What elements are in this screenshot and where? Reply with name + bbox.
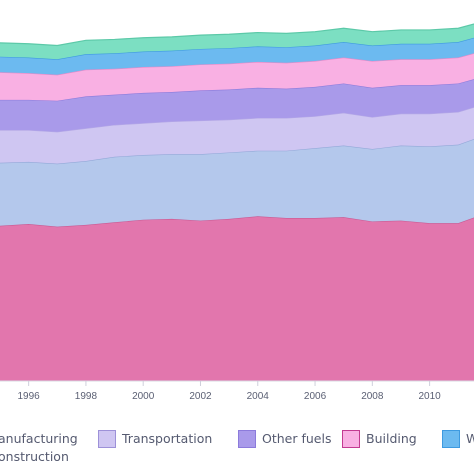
legend-item-manufacturing: anufacturing onstruction (0, 426, 78, 466)
legend-swatch-other-fuels (238, 430, 256, 448)
legend-item-building: Building (342, 426, 417, 448)
x-tick-label-2010: 2010 (418, 391, 441, 402)
area-series (0, 23, 474, 382)
area-series-6 (0, 23, 474, 60)
area-series-0 (0, 216, 474, 381)
legend-label-w: W (466, 431, 474, 446)
area-series-5 (0, 37, 474, 75)
legend-swatch-w (442, 430, 460, 448)
legend-label-building: Building (366, 431, 417, 446)
area-series-1 (0, 138, 474, 227)
area-series-2 (0, 107, 474, 164)
legend-item-other-fuels: Other fuels (238, 426, 331, 448)
area-series-3 (0, 79, 474, 132)
x-tick-label-2004: 2004 (247, 391, 270, 402)
x-tick-label-1998: 1998 (75, 391, 98, 402)
legend-label-manufacturing-2: onstruction (0, 449, 69, 464)
x-axis-ticks: 1996 1998 2000 2002 2004 2006 2008 2010 (18, 381, 441, 402)
x-tick-label-1996: 1996 (18, 391, 41, 402)
legend-item-transportation: Transportation (98, 426, 212, 448)
area-edge-6 (0, 23, 474, 47)
legend-swatch-building (342, 430, 360, 448)
stacked-area-chart: 1996 1998 2000 2002 2004 2006 2008 2010 (0, 23, 474, 402)
x-tick-label-2006: 2006 (304, 391, 327, 402)
legend-label-other-fuels: Other fuels (262, 431, 332, 446)
legend-label-manufacturing-1: anufacturing (0, 431, 78, 446)
legend: anufacturing onstruction Transportation … (0, 420, 474, 474)
x-tick-label-2002: 2002 (189, 391, 212, 402)
area-series-4 (0, 53, 474, 101)
x-tick-label-2000: 2000 (132, 391, 155, 402)
legend-item-w: W (442, 426, 474, 448)
legend-label-transportation: Transportation (122, 431, 213, 446)
legend-swatch-transportation (98, 430, 116, 448)
x-tick-label-2008: 2008 (361, 391, 384, 402)
